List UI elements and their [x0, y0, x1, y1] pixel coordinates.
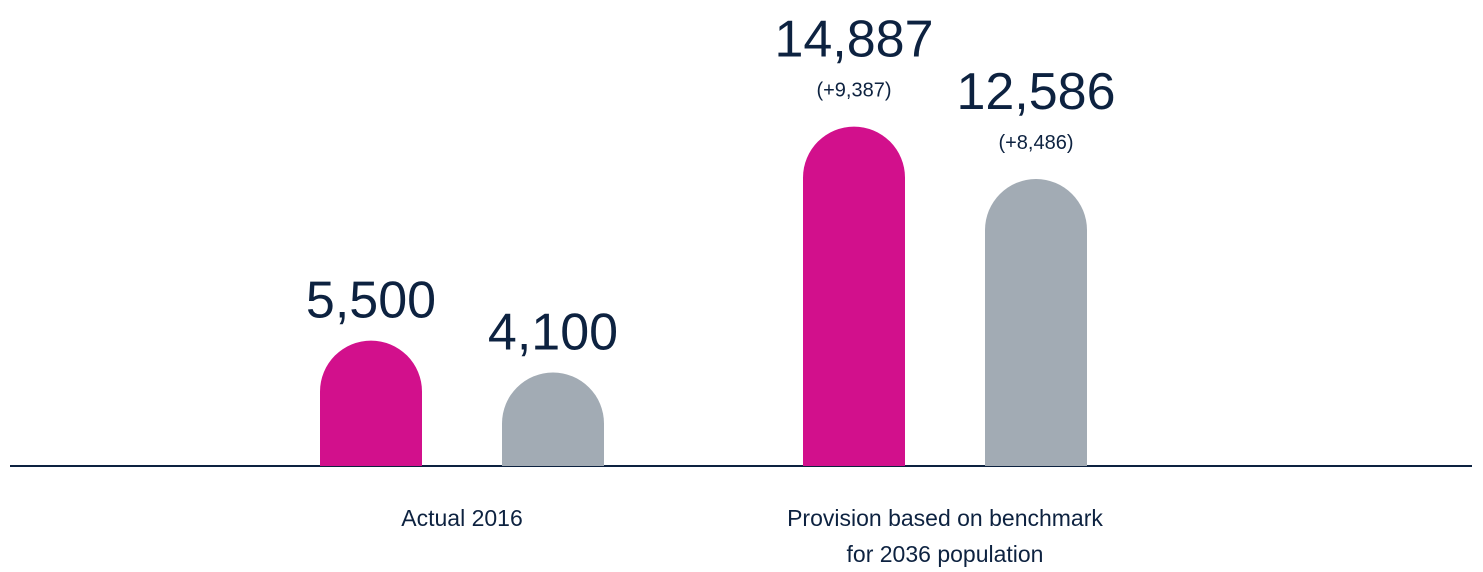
bar: [320, 340, 422, 466]
value-label: 4,100: [488, 304, 618, 362]
change-label: (+9,387): [816, 80, 891, 102]
value-label: 12,586: [956, 63, 1115, 121]
category-label: Actual 2016: [401, 505, 523, 531]
change-label: (+8,486): [998, 132, 1073, 154]
value-label: 5,500: [306, 272, 436, 330]
category-label: Provision based on benchmark for 2036 po…: [787, 505, 1103, 567]
value-label: 14,887: [774, 11, 933, 69]
bar: [502, 372, 604, 466]
bar: [803, 126, 905, 466]
bar: [985, 179, 1087, 466]
